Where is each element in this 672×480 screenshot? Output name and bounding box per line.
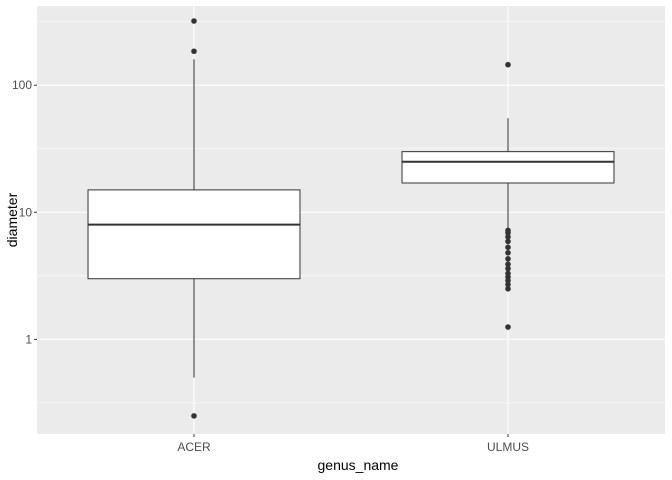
box-ulmus bbox=[401, 61, 615, 330]
x-tick-label: ULMUS bbox=[487, 440, 529, 454]
box-layer bbox=[87, 18, 615, 419]
x-axis-title: genus_name bbox=[318, 457, 399, 473]
outlier-point bbox=[505, 238, 511, 245]
outlier-point bbox=[505, 281, 511, 288]
axis-layer: 1 10 100 ACER ULMUS bbox=[12, 78, 529, 454]
y-tick-label: 10 bbox=[19, 205, 33, 219]
outlier-point bbox=[191, 413, 197, 419]
outlier-point bbox=[505, 285, 511, 292]
box-iqr bbox=[87, 189, 301, 280]
y-tick-label: 100 bbox=[12, 78, 32, 92]
outlier-point bbox=[505, 227, 511, 234]
outlier-point bbox=[191, 18, 197, 24]
box-acer bbox=[87, 18, 301, 419]
outlier-point bbox=[505, 270, 511, 277]
outlier-point bbox=[505, 244, 511, 251]
outlier-point bbox=[505, 249, 511, 256]
box-iqr bbox=[401, 151, 615, 184]
outlier-point bbox=[191, 48, 197, 55]
outlier-point bbox=[505, 256, 511, 262]
outlier-point bbox=[505, 265, 511, 272]
y-axis-title: diameter bbox=[4, 192, 20, 247]
outlier-point bbox=[505, 324, 511, 330]
x-tick-label: ACER bbox=[177, 440, 211, 454]
outlier-point bbox=[505, 261, 511, 268]
outlier-point bbox=[505, 234, 511, 240]
y-tick-label: 1 bbox=[25, 332, 32, 346]
outlier-point bbox=[505, 61, 511, 68]
